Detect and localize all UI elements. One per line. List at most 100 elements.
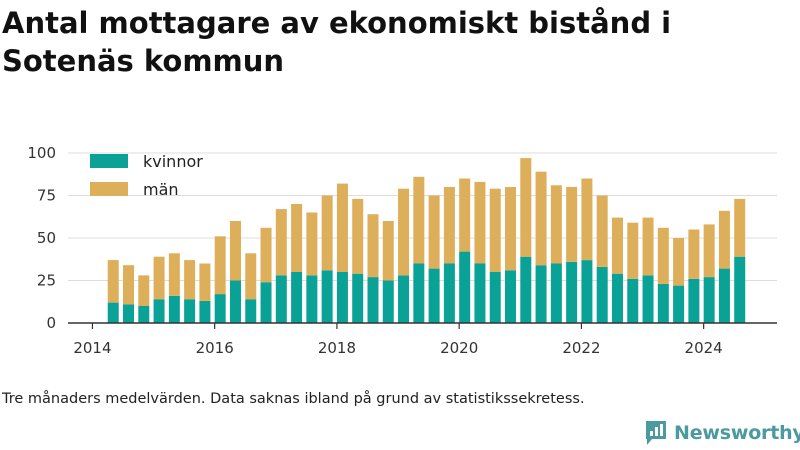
legend-label-kvinnor: kvinnor [143,152,203,171]
bars [107,158,746,323]
bar-kvinnor [245,299,257,323]
bar-kvinnor [566,261,578,323]
bar-man [734,198,746,257]
bar-kvinnor [627,278,639,323]
bar-man [703,224,715,278]
x-tick-label: 2020 [440,339,478,357]
x-axis: 2014 2016 2018 2020 2022 2024 [68,322,777,357]
bar-man [367,214,379,278]
bar-kvinnor [703,277,715,323]
y-axis: 0 25 50 75 100 [27,144,56,332]
bar-man [566,187,578,262]
bar-kvinnor [306,275,318,323]
chart-title: Antal mottagare av ekonomiskt bistånd i … [2,6,672,78]
bar-kvinnor [336,272,348,323]
bar-man [474,181,486,264]
bar-man [688,229,700,279]
bar-kvinnor [367,277,379,323]
bar-kvinnor [275,275,287,323]
bar-man [642,217,654,276]
bar-man [657,227,669,284]
bar-kvinnor [260,282,272,323]
bar-kvinnor [107,302,119,323]
bar-man [245,253,257,300]
bar-kvinnor [489,272,501,323]
bar-man [123,265,135,305]
bar-kvinnor [718,268,730,323]
bar-man [505,187,517,271]
y-tick-label: 0 [46,314,56,332]
bar-kvinnor [596,266,608,323]
bar-man [199,263,211,301]
x-tick-label: 2014 [73,339,111,357]
bar-man [138,275,150,306]
bar-kvinnor [474,263,486,323]
bar-kvinnor [291,272,303,323]
bar-kvinnor [398,275,410,323]
bar-kvinnor [138,306,150,323]
bar-kvinnor [734,256,746,323]
bar-kvinnor [550,263,562,323]
bar-kvinnor [153,299,165,323]
bar-man [321,195,333,271]
bar-man [214,236,226,295]
bar-kvinnor [505,270,517,323]
bar-kvinnor [123,304,135,323]
bar-man [107,260,119,303]
bar-man [550,185,562,264]
legend-swatch-man [90,182,128,196]
bar-man [535,171,547,266]
bar-man [718,210,730,269]
bar-man [352,198,364,274]
bar-kvinnor [657,283,669,323]
brand-logo: Newsworthy [644,419,800,447]
bar-man [673,238,685,286]
x-tick-label: 2024 [685,339,723,357]
bar-kvinnor [382,280,394,323]
legend: kvinnor män [90,152,203,199]
newsworthy-chart-icon [646,421,666,445]
bar-man [581,178,593,261]
x-tick-label: 2016 [196,339,234,357]
bar-man [168,253,180,296]
bar-kvinnor [688,278,700,323]
bar-man [459,178,471,252]
bar-man [443,187,455,264]
bar-kvinnor [352,273,364,323]
bar-man [291,204,303,272]
bar-kvinnor [321,270,333,323]
bar-kvinnor [184,299,196,323]
bar-kvinnor [520,256,532,323]
bar-kvinnor [199,300,211,323]
bar-man [229,221,241,281]
bar-kvinnor [229,280,241,323]
bar-man [520,158,532,257]
bar-kvinnor [581,260,593,323]
bar-kvinnor [611,273,623,323]
bar-man [153,256,165,300]
bar-kvinnor [413,263,425,323]
bar-man [489,188,501,272]
bar-man [398,188,410,276]
stacked-bar-chart: 2014 2016 2018 2020 2022 2024 0 25 50 75 100 kvin… [27,144,777,357]
y-tick-label: 50 [37,229,56,247]
y-tick-label: 25 [37,272,56,290]
bar-man [336,183,348,272]
bar-man [413,176,425,264]
footnote: Tre månaders medelvärden. Data saknas ib… [2,391,585,407]
bar-man [428,195,440,269]
y-tick-label: 100 [27,144,56,162]
brand-name: Newsworthy [674,422,800,444]
bar-man [275,209,287,276]
bar-man [306,212,318,276]
bar-kvinnor [459,251,471,323]
bar-kvinnor [443,263,455,323]
x-tick-label: 2022 [562,339,600,357]
bar-kvinnor [673,285,685,323]
legend-swatch-kvinnor [90,154,128,168]
legend-label-man: män [143,180,179,199]
bar-man [627,222,639,279]
bar-kvinnor [642,275,654,323]
bar-kvinnor [535,265,547,323]
bar-man [184,260,196,300]
